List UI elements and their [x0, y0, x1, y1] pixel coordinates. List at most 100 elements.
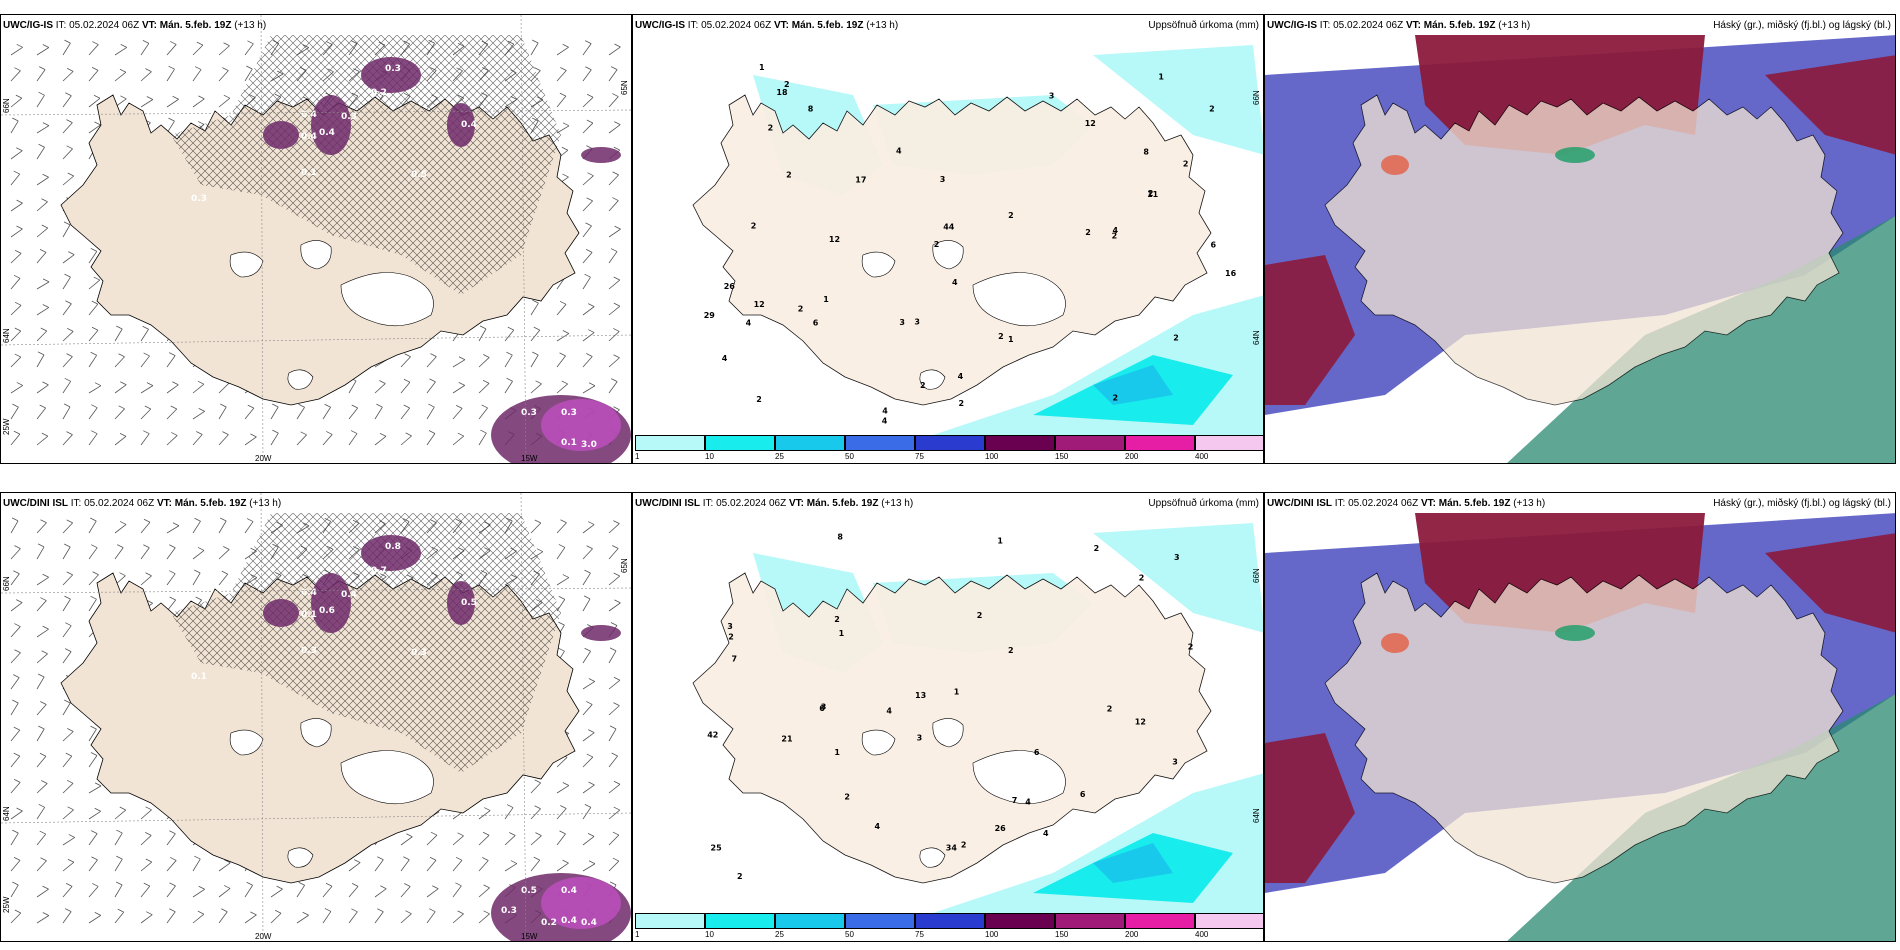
colorbar-label: 200	[1125, 452, 1139, 461]
vt-value: Mán. 5.feb. 19Z	[159, 20, 232, 31]
wind-barb	[36, 701, 47, 716]
wind-barb	[608, 171, 619, 186]
vt-label: VT:	[156, 498, 172, 509]
precip-value-label: 2	[751, 222, 757, 231]
precip-value-label: 2	[1173, 333, 1179, 342]
vt-value: Mán. 5.feb. 19Z	[791, 20, 864, 31]
wind-barb	[166, 830, 176, 846]
precip-value-label: 8	[1143, 147, 1149, 156]
wind-barb	[556, 830, 566, 846]
wind-barb	[10, 43, 23, 56]
colorbar-label: 100	[985, 452, 999, 461]
precip-value-label: 26	[724, 282, 736, 291]
wind-barb	[62, 543, 71, 560]
wind-barb	[166, 65, 175, 82]
precip-value-label: 0.6	[319, 606, 335, 616]
wind-barb	[582, 545, 593, 560]
wind-barb	[10, 199, 23, 212]
wind-barb	[374, 885, 387, 898]
lead-time: (+13 h)	[881, 498, 914, 509]
longitude-line	[520, 15, 527, 463]
cloud-convective-patch	[1381, 155, 1409, 175]
wind-barb	[88, 571, 99, 586]
wind-barb	[400, 910, 412, 924]
it-label: IT:	[1334, 498, 1346, 509]
wind-barb	[374, 856, 384, 872]
precip-colorbar: 1 10 25 50 75 100 150 200 400	[633, 433, 1263, 463]
precip-value-label: 1	[954, 688, 960, 697]
wind-barb	[608, 702, 620, 716]
wind-barb	[36, 143, 45, 160]
colorbar-swatch	[985, 913, 1055, 929]
wind-barb	[270, 885, 283, 898]
latitude-label: 64N	[1252, 808, 1261, 823]
wind-barb	[140, 911, 153, 924]
precip-value-label: 2	[1148, 189, 1154, 198]
wind-barb	[36, 122, 50, 134]
precip-value-label: 1	[1158, 72, 1164, 81]
vt-value: Mán. 5.feb. 19Z	[174, 498, 247, 509]
latitude-label: 64N	[1252, 330, 1261, 345]
latitude-label: 64N	[2, 328, 11, 343]
wind-barb	[478, 807, 491, 820]
wind-barb	[608, 276, 621, 290]
wind-barb	[582, 197, 593, 212]
wind-barb	[192, 885, 205, 898]
cloud-map	[1265, 493, 1895, 941]
precip-value-label: 8	[837, 532, 843, 541]
precip-value-label: 2	[998, 332, 1004, 341]
wind-barb	[608, 780, 621, 794]
precip-value-label: 0.3	[501, 906, 517, 916]
latitude-line	[1, 334, 631, 346]
wind-barb	[530, 326, 541, 342]
precip-value-label: 4	[952, 278, 958, 287]
precip-value-label: 2	[756, 395, 762, 404]
wind-barb	[36, 327, 48, 342]
wind-barb	[608, 121, 621, 134]
longitude-line	[260, 493, 264, 941]
precip-value-label: 6	[1034, 748, 1040, 757]
wind-barb	[140, 382, 154, 394]
panel-precip-igis: UWC/IG-IS IT: 05.02.2024 06Z VT: Mán. 5.…	[632, 14, 1264, 464]
wind-barb	[504, 860, 518, 872]
wind-barb	[140, 96, 154, 108]
wind-barb	[10, 382, 24, 394]
precip-value-label: 0.4	[561, 886, 577, 896]
precip-value-label: 2	[1008, 211, 1014, 220]
precip-value-label: 1	[759, 63, 765, 72]
colorbar-label: 75	[915, 930, 924, 939]
wind-barb	[426, 856, 437, 872]
vt-value: Mán. 5.feb. 19Z	[1423, 20, 1496, 31]
wind-barb	[322, 403, 331, 420]
wind-barb	[582, 833, 595, 846]
wind-barb	[608, 197, 619, 212]
wind-barb	[244, 911, 257, 924]
wind-barb	[608, 328, 620, 342]
precip-value-label: 1	[997, 537, 1003, 546]
wind-barb	[88, 382, 102, 394]
wind-barb	[348, 883, 359, 898]
wind-barb	[270, 403, 279, 420]
wind-barb	[582, 647, 591, 664]
wind-barb	[10, 623, 21, 638]
wind-barb	[478, 831, 490, 846]
longitude-label: 20W	[255, 932, 272, 941]
precip-value-label: 2	[784, 80, 790, 89]
precip-value-label: 12	[1085, 119, 1096, 128]
wind-barb	[452, 832, 464, 846]
wind-barb	[114, 521, 127, 534]
model-name: UWC/IG-IS	[635, 20, 685, 31]
precip-value-label: 2	[961, 841, 967, 850]
wind-barb	[166, 95, 179, 108]
wind-barb	[62, 699, 71, 716]
colorbar-label: 10	[705, 452, 714, 461]
wind-barb	[36, 780, 48, 794]
colorbar-label: 50	[845, 452, 854, 461]
precip-value-label: 4	[896, 147, 902, 156]
wind-barb	[608, 806, 621, 820]
wind-barb	[140, 68, 152, 82]
glacier	[300, 718, 332, 748]
wind-barb	[10, 67, 21, 82]
wind-barb	[608, 225, 621, 238]
wind-barb	[166, 857, 177, 872]
